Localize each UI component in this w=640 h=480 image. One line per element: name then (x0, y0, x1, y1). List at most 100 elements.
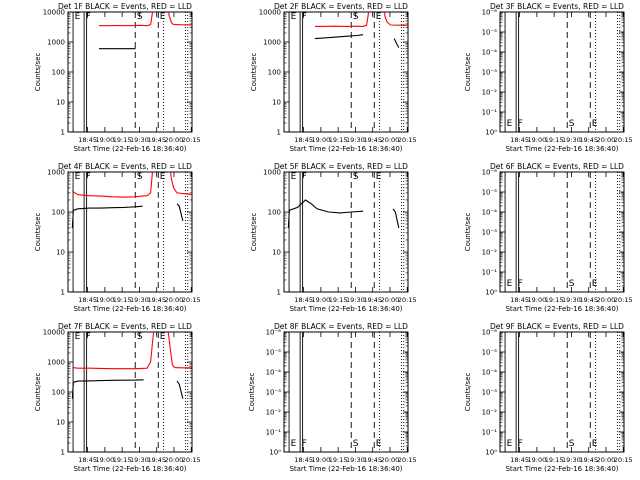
marker-label: E (376, 172, 382, 182)
x-tick-label: 19:00 (96, 296, 115, 304)
marker-label: S (353, 172, 359, 182)
x-tick-label: 19:30 (346, 296, 365, 304)
x-tick-label: 19:30 (346, 456, 365, 464)
y-tick-label: 10⁻⁶ (482, 169, 498, 177)
y-tick-label: 10⁻⁵ (482, 349, 498, 357)
y-tick-label: 10⁻³ (482, 229, 498, 237)
y-axis-label: Counts/sec (34, 213, 42, 252)
y-tick-label: 100 (52, 69, 65, 77)
x-tick-label: 19:15 (329, 456, 348, 464)
marker-label: F (302, 439, 307, 449)
x-tick-label: 19:15 (113, 456, 132, 464)
x-tick-label: 18:45 (294, 456, 313, 464)
x-tick-label: 19:00 (528, 136, 547, 144)
series-black-line (392, 208, 400, 229)
x-tick-label: 20:00 (597, 136, 616, 144)
x-axis-label: Start Time (22-Feb-16 18:36:40) (289, 305, 402, 313)
y-tick-label: 1 (277, 289, 281, 297)
y-tick-label: 10⁻⁶ (482, 9, 498, 17)
marker-label: E (75, 12, 81, 22)
marker-label: F (302, 12, 307, 22)
marker-label: S (569, 119, 575, 129)
y-tick-label: 10 (56, 419, 65, 427)
x-tick-label: 18:45 (510, 136, 529, 144)
x-tick-label: 19:15 (113, 296, 132, 304)
x-axis-label: Start Time (22-Feb-16 18:36:40) (289, 465, 402, 473)
marker-label: S (353, 12, 359, 22)
detector-panel-4: Det 4F BLACK = Events, RED = LLD 1 10 100 10… (34, 162, 201, 313)
x-axis-label: Start Time (22-Feb-16 18:36:40) (505, 145, 618, 153)
x-tick-label: 19:30 (346, 136, 365, 144)
series-black-line (71, 379, 144, 399)
marker-label: S (137, 172, 143, 182)
x-tick-label: 19:30 (562, 456, 581, 464)
y-axis-label: Counts/sec (250, 53, 258, 92)
marker-label: E (376, 12, 382, 22)
x-tick-label: 19:00 (528, 296, 547, 304)
y-tick-label: 10⁰ (269, 449, 281, 457)
y-tick-label: 1000 (47, 39, 65, 47)
marker-label: S (569, 279, 575, 289)
y-tick-label: 10⁰ (485, 129, 497, 137)
y-tick-label: 10⁰ (485, 289, 497, 297)
y-tick-label: 10⁻² (482, 409, 498, 417)
x-tick-label: 20:00 (381, 296, 400, 304)
x-tick-label: 19:15 (545, 136, 564, 144)
x-tick-label: 19:00 (312, 456, 331, 464)
x-tick-label: 19:00 (96, 136, 115, 144)
x-tick-label: 19:45 (363, 136, 382, 144)
marker-label: E (75, 172, 81, 182)
marker-label: E (592, 439, 598, 449)
series-red-line (72, 332, 155, 370)
detector-panel-1: Det 1F BLACK = Events, RED = LLD 1 10 100 10… (34, 2, 201, 153)
y-tick-label: 10000 (259, 9, 281, 17)
y-tick-label: 1000 (47, 359, 65, 367)
series-red-line (315, 12, 370, 27)
y-tick-label: 1000 (47, 169, 65, 177)
series-red-line (168, 12, 192, 26)
y-axis-label: Counts/sec (464, 53, 472, 92)
series-black-line (176, 380, 184, 399)
x-tick-label: 20:15 (182, 296, 201, 304)
x-tick-label: 19:45 (147, 456, 166, 464)
y-tick-label: 10000 (43, 329, 65, 337)
marker-label: E (376, 439, 382, 449)
x-tick-label: 18:45 (78, 296, 97, 304)
detector-panel-9: Det 9F BLACK = Events, RED = LLD 10⁰ 10⁻¹ 1… (464, 322, 633, 473)
x-tick-label: 20:15 (614, 456, 633, 464)
y-axis-label: Counts/sec (34, 373, 42, 412)
series-black-line (287, 199, 364, 228)
y-tick-label: 10⁻⁵ (482, 29, 498, 37)
panel-title: Det 6F BLACK = Events, RED = LLD (490, 162, 624, 171)
x-tick-label: 19:00 (312, 296, 331, 304)
detector-panel-6: Det 6F BLACK = Events, RED = LLD 10⁰ 10⁻¹ 1… (464, 162, 633, 313)
y-tick-label: 10⁻² (266, 409, 282, 417)
series-black-line (71, 205, 143, 228)
x-tick-label: 19:15 (545, 296, 564, 304)
y-tick-label: 10⁻³ (482, 69, 498, 77)
x-tick-label: 19:15 (329, 136, 348, 144)
x-tick-label: 19:45 (147, 136, 166, 144)
y-tick-label: 10⁻⁴ (266, 369, 282, 377)
marker-label: E (291, 12, 297, 22)
marker-label: S (137, 12, 143, 22)
y-tick-label: 10⁻¹ (482, 269, 498, 277)
y-tick-label: 100 (268, 69, 281, 77)
detector-panel-8: Det 8F BLACK = Events, RED = LLD 10⁰ 10⁻¹ 1… (248, 322, 417, 473)
x-tick-label: 20:15 (182, 456, 201, 464)
x-tick-label: 19:45 (363, 456, 382, 464)
x-tick-label: 19:30 (130, 456, 149, 464)
marker-label: E (507, 279, 513, 289)
x-axis-label: Start Time (22-Feb-16 18:36:40) (289, 145, 402, 153)
plot-frame (67, 171, 193, 293)
y-tick-label: 10⁻² (482, 249, 498, 257)
y-tick-label: 1 (277, 129, 281, 137)
y-axis-label: Counts/sec (248, 373, 256, 412)
y-tick-label: 10⁻⁴ (482, 209, 498, 217)
series-red-line (72, 172, 154, 198)
x-tick-label: 20:15 (398, 296, 417, 304)
x-tick-label: 20:15 (182, 136, 201, 144)
x-tick-label: 18:45 (78, 136, 97, 144)
x-axis-label: Start Time (22-Feb-16 18:36:40) (505, 465, 618, 473)
